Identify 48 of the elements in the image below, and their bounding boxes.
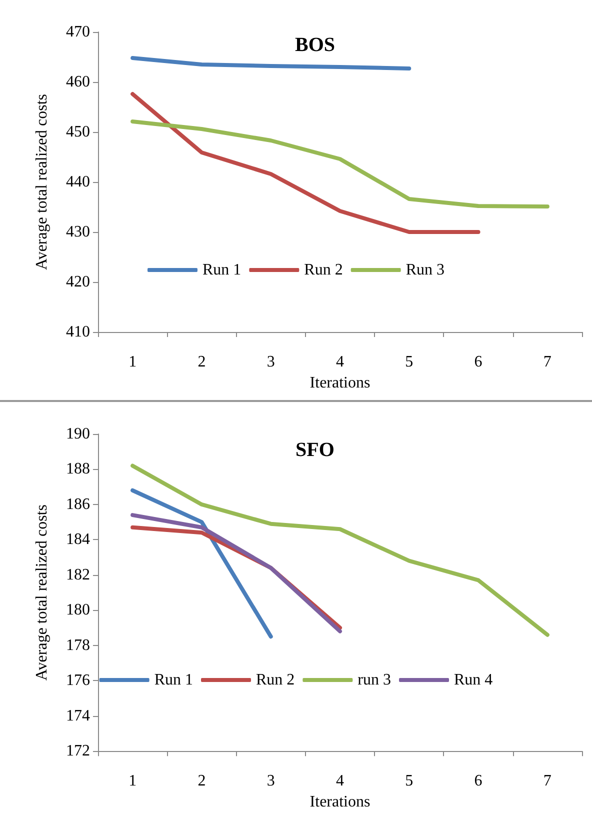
y-tick-label: 188: [66, 460, 90, 478]
x-tick-label: 5: [405, 772, 414, 790]
y-tick-label: 172: [66, 742, 90, 760]
y-tick-label: 430: [66, 224, 90, 240]
y-tick-label: 184: [66, 531, 90, 548]
chart-title: SFO: [296, 439, 334, 461]
x-tick-label: 6: [474, 772, 482, 790]
y-tick-label: 420: [66, 274, 90, 290]
line-series: [130, 464, 550, 637]
y-tick-label: 460: [66, 74, 90, 90]
x-tick-label: 6: [474, 354, 482, 370]
y-axis-title: Average total realized costs: [34, 94, 50, 270]
y-tick-label: 186: [66, 496, 90, 513]
x-tick-label: 2: [198, 354, 206, 370]
y-tick-label: 190: [66, 426, 90, 442]
x-tick-label: 1: [128, 772, 137, 790]
x-tick-label: 3: [266, 354, 275, 370]
line-series: [130, 56, 412, 70]
x-axis-title: Iterations: [310, 794, 370, 810]
y-tick-label: 174: [66, 707, 90, 724]
y-tick-label: 176: [66, 672, 90, 690]
chart-title: BOS: [294, 34, 336, 56]
y-tick-label: 178: [66, 636, 90, 654]
y-tick-label: 410: [66, 324, 90, 340]
legend-label: Run 2: [256, 672, 295, 688]
x-tick-label: 5: [405, 354, 414, 370]
x-tick-label: 3: [266, 772, 275, 790]
y-tick-label: 470: [66, 24, 90, 40]
x-tick-label: 2: [198, 772, 206, 790]
y-axis-title: Average total realized costs: [34, 504, 50, 681]
legend-label: Run 4: [454, 672, 493, 688]
x-tick-label: 7: [543, 354, 552, 370]
y-tick-label: 182: [66, 566, 90, 584]
x-tick-label: 1: [128, 354, 137, 370]
x-axis-title: Iterations: [310, 374, 370, 392]
legend-label: Run 1: [202, 262, 242, 278]
y-tick-label: 440: [66, 174, 90, 190]
y-tick-label: 180: [66, 602, 90, 619]
line-series: [130, 92, 480, 234]
legend-label: Run 2: [304, 262, 343, 278]
x-tick-label: 4: [336, 354, 344, 370]
y-tick-label: 450: [66, 124, 90, 140]
x-tick-label: 4: [336, 772, 344, 790]
legend-label: Run 3: [406, 262, 445, 278]
line-series: [130, 120, 550, 208]
legend-label: Run 1: [154, 672, 193, 688]
x-tick-label: 7: [543, 772, 552, 790]
legend-label: run 3: [358, 672, 391, 688]
